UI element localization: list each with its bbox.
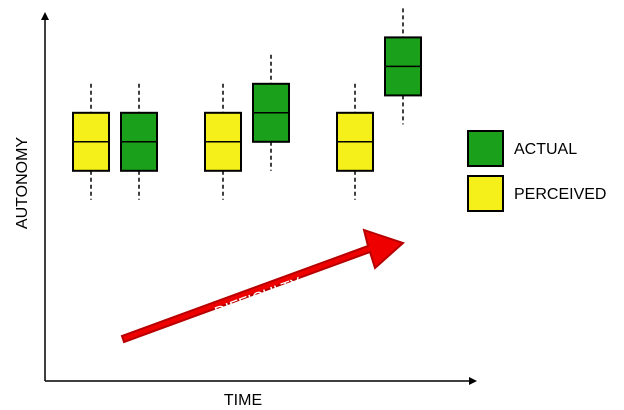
legend-label-perceived: PERCEIVED: [514, 186, 606, 203]
y-axis-label: AUTONOMY: [14, 137, 31, 229]
legend-swatch-perceived: [467, 175, 504, 212]
box-actual-3: [384, 8, 422, 125]
box-perceived-2: [204, 83, 242, 200]
difficulty-arrow-shape: [120, 228, 405, 344]
legend-label-actual: ACTUAL: [514, 141, 577, 158]
box-actual-1: [120, 83, 158, 200]
box-series: [72, 8, 422, 200]
box-actual-2: [252, 54, 290, 171]
box-perceived-3: [336, 83, 374, 200]
difficulty-arrow: DIFFICULTY: [120, 228, 405, 344]
box-perceived-1: [72, 83, 110, 200]
x-axis-label: TIME: [224, 392, 262, 409]
legend: ACTUAL PERCEIVED: [467, 130, 606, 212]
legend-swatch-actual: [467, 130, 504, 167]
